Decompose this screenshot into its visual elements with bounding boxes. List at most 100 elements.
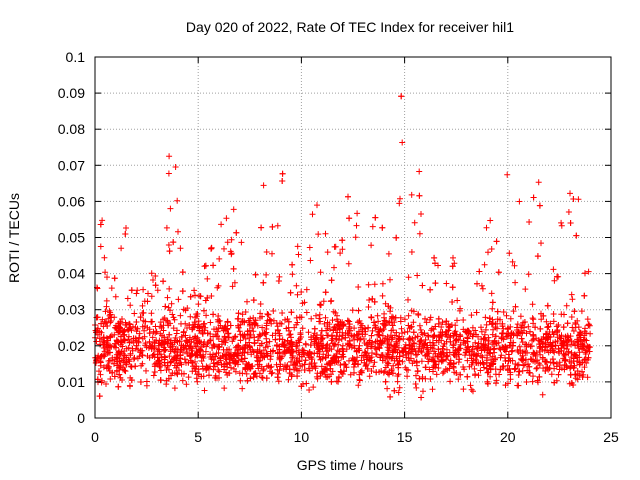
data-point — [585, 268, 592, 275]
data-point — [375, 318, 382, 325]
data-point — [369, 350, 375, 356]
data-point — [170, 325, 177, 332]
data-point — [329, 317, 336, 324]
data-point — [328, 297, 335, 304]
data-point — [102, 269, 109, 276]
data-point — [203, 312, 210, 319]
data-point — [533, 365, 540, 372]
data-point — [250, 328, 257, 335]
data-point — [194, 378, 201, 385]
data-point — [121, 337, 128, 344]
data-point — [514, 332, 521, 339]
data-point — [416, 230, 423, 237]
data-point — [197, 293, 204, 300]
data-point — [550, 318, 557, 325]
data-point — [389, 322, 396, 329]
data-point — [435, 346, 442, 353]
data-point — [301, 299, 308, 306]
data-point — [274, 349, 281, 356]
data-point — [522, 286, 529, 293]
data-point — [421, 330, 428, 337]
data-point — [148, 270, 155, 277]
data-point — [119, 316, 125, 322]
data-point — [104, 274, 110, 281]
data-point — [144, 298, 151, 305]
data-point — [461, 366, 468, 373]
data-point — [239, 311, 246, 318]
data-points — [92, 93, 594, 401]
data-point — [134, 346, 141, 353]
data-point — [339, 345, 346, 352]
data-point — [308, 334, 314, 341]
data-point — [483, 224, 490, 231]
data-point — [230, 265, 237, 272]
data-point — [450, 363, 457, 370]
data-point — [431, 333, 438, 339]
data-point — [384, 370, 391, 377]
data-point — [223, 347, 230, 353]
data-point — [581, 292, 588, 299]
y-tick-labels: 0 0.01 0.02 0.03 0.04 0.05 0.06 0.07 0.08 0.09 0.1 — [58, 49, 85, 426]
data-point — [488, 246, 495, 252]
data-point — [165, 375, 172, 382]
data-point — [398, 93, 405, 100]
data-point — [570, 358, 577, 364]
data-point — [269, 223, 276, 230]
data-point — [266, 338, 273, 345]
data-point — [134, 355, 141, 362]
data-point — [425, 332, 431, 339]
data-point — [212, 353, 219, 360]
data-point — [254, 322, 261, 329]
data-point — [244, 331, 251, 338]
data-point — [568, 314, 575, 320]
data-point — [288, 358, 294, 365]
data-point — [141, 327, 148, 334]
data-point — [356, 371, 363, 378]
data-point — [250, 348, 257, 355]
data-point — [385, 360, 392, 367]
data-point — [530, 373, 536, 380]
data-point — [276, 354, 283, 361]
data-point — [163, 224, 170, 231]
data-point — [303, 380, 310, 387]
data-point — [97, 221, 104, 228]
data-point — [414, 367, 421, 374]
data-point — [330, 327, 337, 334]
data-point — [460, 386, 467, 393]
axis-ticks — [94, 56, 612, 419]
data-point — [338, 336, 345, 342]
data-point — [479, 285, 486, 292]
data-point — [104, 323, 111, 329]
data-point — [574, 376, 581, 383]
data-point — [408, 249, 415, 255]
data-point — [564, 320, 571, 327]
data-point — [417, 326, 424, 333]
data-point — [346, 327, 353, 334]
data-point — [582, 270, 588, 277]
data-point — [231, 334, 238, 341]
data-point — [365, 324, 372, 331]
data-point — [103, 381, 109, 387]
data-point — [390, 362, 397, 369]
data-point — [523, 356, 529, 363]
data-point — [149, 334, 156, 341]
data-point — [226, 356, 233, 363]
data-point — [551, 277, 558, 284]
data-point — [534, 377, 541, 384]
data-point — [332, 243, 339, 250]
data-point — [171, 385, 178, 392]
data-point — [294, 342, 301, 349]
chart-title: Day 020 of 2022, Rate Of TEC Index for r… — [186, 19, 514, 35]
data-point — [215, 349, 222, 356]
data-point — [353, 222, 360, 229]
data-point — [201, 307, 207, 314]
data-point — [186, 322, 193, 329]
data-point — [123, 225, 129, 231]
data-point — [415, 312, 422, 318]
data-point — [451, 260, 458, 267]
data-point — [492, 333, 499, 340]
data-point — [497, 354, 504, 361]
data-point — [567, 220, 574, 226]
data-point — [241, 332, 248, 339]
data-point — [583, 337, 590, 344]
